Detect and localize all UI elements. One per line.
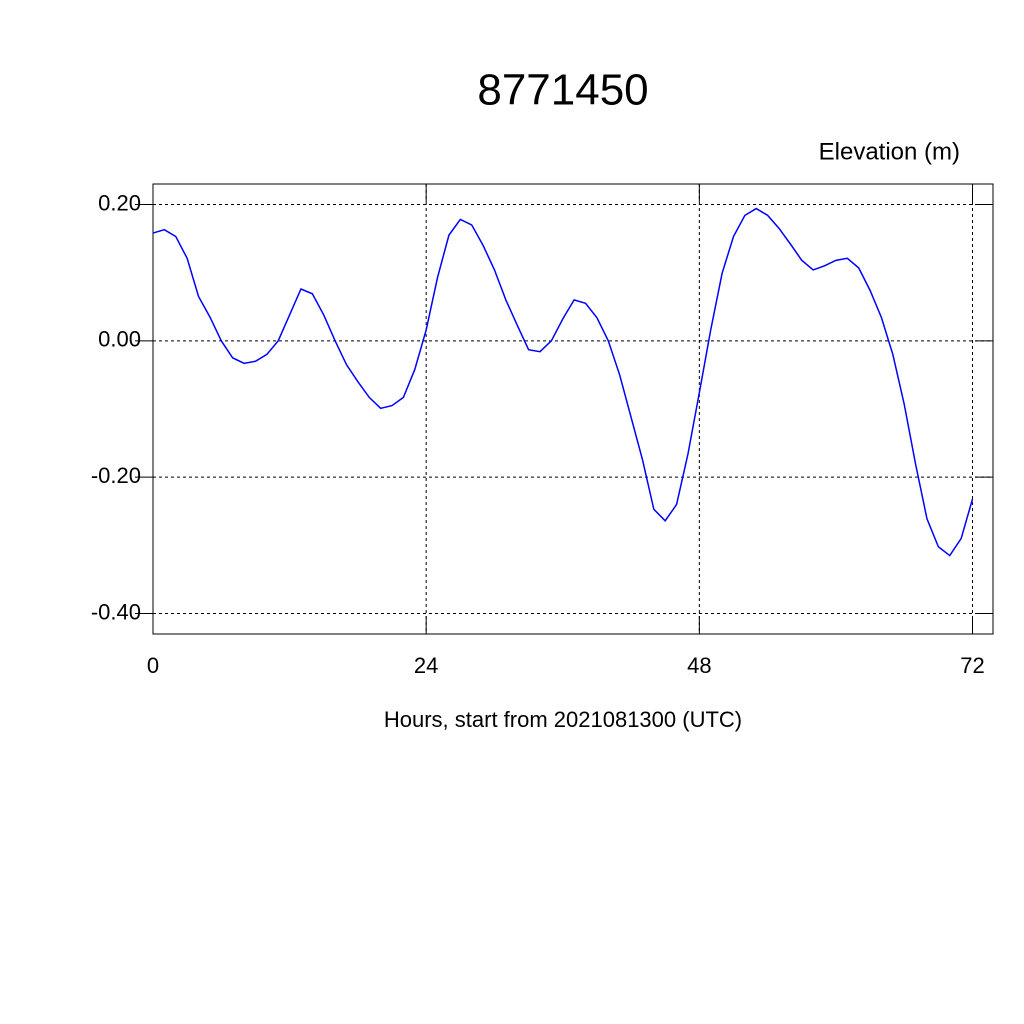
x-tick-label: 72	[960, 653, 984, 678]
y-tick-label: -0.40	[91, 599, 141, 624]
x-tick-label: 24	[414, 653, 438, 678]
subtitle: Elevation (m)	[819, 138, 960, 165]
x-axis-label: Hours, start from 2021081300 (UTC)	[384, 707, 742, 732]
y-tick-label: 0.00	[98, 327, 141, 352]
x-tick-label: 48	[687, 653, 711, 678]
data-line	[152, 207, 974, 557]
x-tick-label: 0	[147, 653, 159, 678]
chart-title: 8771450	[477, 66, 648, 115]
y-tick-label: 0.20	[98, 190, 141, 215]
plot-frame	[152, 183, 994, 635]
y-tick-label: -0.20	[91, 463, 141, 488]
